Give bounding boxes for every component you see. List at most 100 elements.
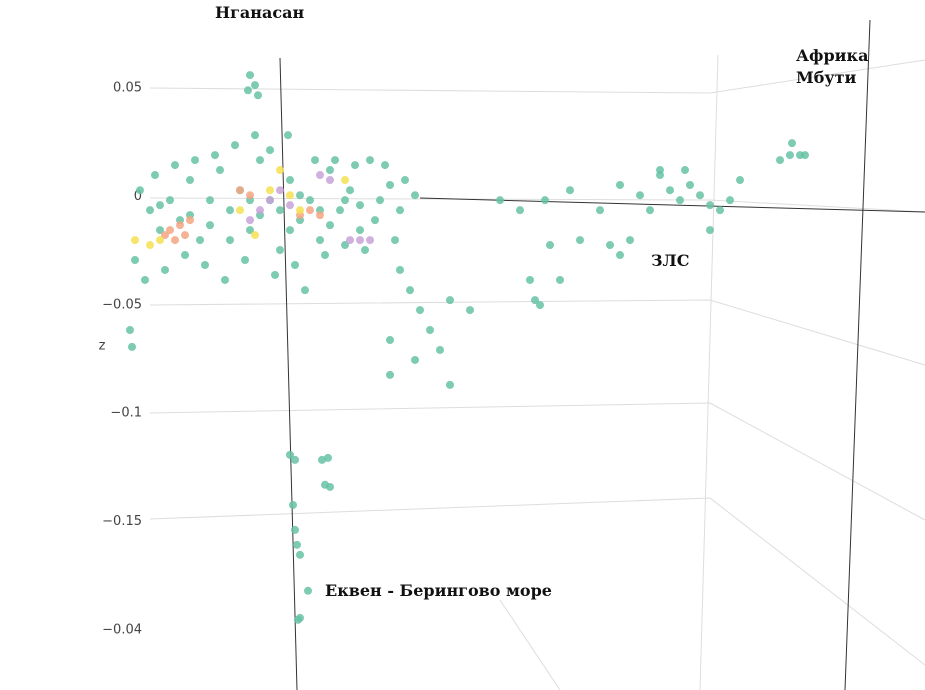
point [131,256,139,265]
point [226,236,234,245]
point [171,236,179,245]
z-tick-label: −0.05 [102,297,142,312]
point [151,171,159,180]
point [251,231,259,240]
point [166,196,174,205]
point [326,176,334,185]
point [786,151,794,160]
point [706,201,714,210]
point [446,296,454,305]
point [706,226,714,235]
point [326,482,334,491]
point [176,221,184,230]
point [656,166,664,175]
point [396,206,404,215]
point [536,301,544,310]
point [286,191,294,200]
point [726,196,734,205]
point [156,236,164,245]
point [136,186,144,195]
point [196,236,204,245]
point [141,275,149,284]
point [541,196,549,205]
point [324,453,332,462]
point [201,260,209,269]
point [316,211,324,220]
point [411,191,419,200]
point [206,221,214,230]
point [266,146,274,155]
annotation: Еквен - Берингово море [325,581,552,600]
point [244,86,252,95]
point [576,236,584,245]
point [666,186,674,195]
point [446,380,454,389]
point [276,206,284,215]
z-tick-label: 0 [134,189,142,204]
point [266,186,274,195]
point [236,206,244,215]
point [356,226,364,235]
z-tick-label: 0.05 [113,81,142,96]
point [716,206,724,215]
point [516,206,524,215]
point [326,221,334,230]
point [226,206,234,215]
point [351,161,359,170]
point [289,500,297,509]
point [626,236,634,245]
point [286,176,294,185]
point [681,166,689,175]
point [241,256,249,265]
point [391,236,399,245]
point [386,336,394,344]
point [316,171,324,180]
point [246,226,254,235]
point [356,201,364,210]
point [296,191,304,200]
point [356,236,364,245]
z-tick-label: −0.15 [102,514,142,529]
point [466,306,474,315]
point [416,306,424,315]
point [276,246,284,255]
point [286,201,294,210]
point [191,156,199,165]
annotation: ЗЛС [651,251,689,270]
annotation: Мбути [796,68,857,87]
point [376,196,384,205]
point [256,206,264,215]
z-tick-label: −0.1 [110,406,142,421]
point [616,181,624,190]
point [286,450,294,459]
point [128,342,136,351]
point [216,166,224,175]
point [386,181,394,190]
point [126,326,134,335]
point [161,231,169,240]
point [496,196,504,205]
point [531,296,539,305]
grid-3d [149,19,925,690]
point [381,161,389,170]
point [318,455,326,464]
point [246,191,254,200]
point [556,275,564,284]
point [331,156,339,165]
point [181,251,189,260]
point [361,246,369,255]
point [336,206,344,215]
point [291,525,299,534]
point [636,191,644,200]
point [801,151,809,160]
point [251,131,259,140]
point [436,345,444,354]
point [366,236,374,245]
point [221,275,229,284]
point [616,251,624,260]
point [254,91,262,100]
point [236,186,244,195]
point [276,166,284,175]
point [186,216,194,225]
